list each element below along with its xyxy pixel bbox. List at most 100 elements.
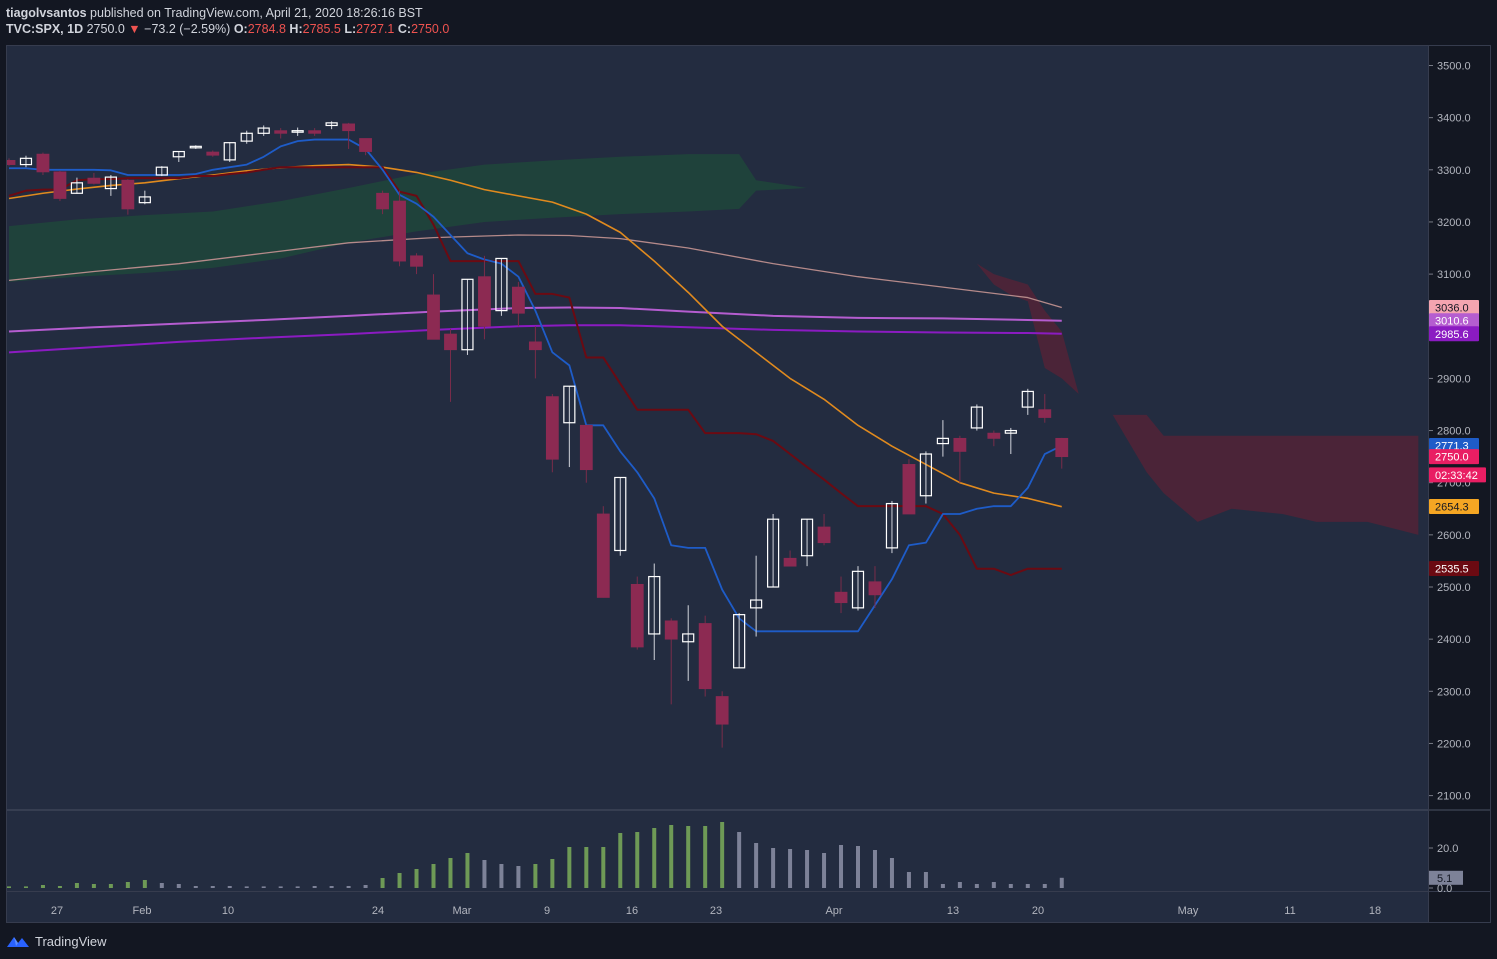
- candle-body-down[interactable]: [528, 341, 542, 351]
- candle[interactable]: [7, 158, 16, 166]
- candle[interactable]: [138, 190, 151, 205]
- candle[interactable]: [936, 420, 950, 457]
- candle[interactable]: [36, 152, 50, 176]
- candle[interactable]: [682, 605, 695, 681]
- candle[interactable]: [528, 326, 542, 379]
- candle[interactable]: [715, 691, 729, 748]
- candle-body-down[interactable]: [834, 591, 848, 604]
- candle-body-down[interactable]: [87, 177, 101, 184]
- footer-brand[interactable]: TradingView: [35, 933, 107, 949]
- candle-body-up[interactable]: [750, 599, 763, 609]
- candle[interactable]: [868, 566, 882, 608]
- candle-body-up[interactable]: [885, 502, 899, 549]
- candle-body-up[interactable]: [291, 130, 304, 133]
- chart-frame[interactable]: 3500.03400.03300.03200.03100.03000.02900…: [6, 45, 1491, 923]
- candle[interactable]: [545, 394, 559, 473]
- candle-body-down[interactable]: [579, 424, 593, 471]
- candle-body-down[interactable]: [715, 696, 729, 725]
- candle[interactable]: [1038, 394, 1052, 423]
- candle-body-down[interactable]: [359, 138, 372, 152]
- candle-body-down[interactable]: [545, 396, 559, 460]
- candle-body-up[interactable]: [936, 437, 950, 445]
- candle-body-down[interactable]: [630, 583, 644, 648]
- candle-body-up[interactable]: [1021, 390, 1034, 408]
- candle[interactable]: [308, 128, 322, 136]
- candle[interactable]: [834, 576, 848, 614]
- candle[interactable]: [104, 175, 117, 196]
- candle-body-up[interactable]: [189, 145, 202, 149]
- candle-body-down[interactable]: [36, 153, 50, 173]
- candle[interactable]: [393, 190, 406, 267]
- candle[interactable]: [1021, 388, 1034, 415]
- candle[interactable]: [817, 513, 831, 546]
- candle-body-down[interactable]: [308, 130, 322, 134]
- candle[interactable]: [648, 563, 661, 661]
- candle[interactable]: [698, 615, 712, 697]
- candle[interactable]: [121, 179, 135, 215]
- candle-body-up[interactable]: [138, 196, 151, 204]
- candle-body-up[interactable]: [155, 166, 168, 176]
- candle-body-down[interactable]: [783, 557, 797, 567]
- candle-body-up[interactable]: [733, 614, 746, 669]
- candle[interactable]: [87, 172, 101, 185]
- candle-body-up[interactable]: [104, 176, 117, 190]
- candle-body-down[interactable]: [596, 513, 610, 598]
- candle[interactable]: [444, 328, 457, 402]
- candle[interactable]: [291, 127, 304, 136]
- candle-body-up[interactable]: [970, 406, 983, 429]
- candle[interactable]: [461, 278, 474, 355]
- time-axis[interactable]: 27 Feb 10 24 Mar 9 16 23 Apr 13 20 May 11 18: [51, 905, 1381, 917]
- candles[interactable]: [7, 121, 1069, 748]
- candle-body-down[interactable]: [868, 581, 882, 596]
- candle[interactable]: [953, 435, 967, 483]
- candle-body-down[interactable]: [698, 623, 712, 690]
- candle[interactable]: [257, 125, 270, 136]
- candle-body-down[interactable]: [427, 294, 440, 340]
- candle-body-up[interactable]: [682, 633, 695, 643]
- candle-body-down[interactable]: [902, 464, 916, 515]
- candle-body-up[interactable]: [240, 132, 253, 142]
- candle[interactable]: [206, 150, 220, 157]
- candle[interactable]: [614, 476, 627, 556]
- candle[interactable]: [427, 274, 440, 340]
- candle[interactable]: [1055, 437, 1069, 469]
- candle[interactable]: [359, 138, 372, 156]
- candle[interactable]: [851, 566, 865, 611]
- candle-body-up[interactable]: [257, 127, 270, 134]
- candle[interactable]: [53, 170, 67, 202]
- candle[interactable]: [223, 142, 236, 162]
- candle-body-up[interactable]: [800, 518, 814, 557]
- candle[interactable]: [70, 177, 84, 194]
- candle[interactable]: [325, 121, 338, 130]
- candle-body-up[interactable]: [851, 570, 865, 609]
- candle-body-down[interactable]: [410, 255, 423, 267]
- candle-body-down[interactable]: [444, 333, 457, 351]
- candle[interactable]: [155, 166, 168, 177]
- candle[interactable]: [410, 253, 423, 275]
- candle-body-down[interactable]: [953, 437, 967, 452]
- candle[interactable]: [342, 122, 356, 149]
- candle-body-down[interactable]: [1038, 409, 1052, 418]
- candle[interactable]: [478, 255, 491, 340]
- candle[interactable]: [885, 500, 899, 554]
- candle[interactable]: [766, 513, 780, 588]
- candle[interactable]: [733, 613, 746, 669]
- symbol-name[interactable]: TVC:SPX, 1D: [6, 22, 84, 36]
- candle[interactable]: [563, 385, 576, 468]
- candle-body-down[interactable]: [511, 286, 525, 314]
- candle-body-up[interactable]: [172, 150, 185, 158]
- candle-body-up[interactable]: [648, 575, 661, 635]
- candle-body-down[interactable]: [274, 130, 288, 134]
- candle-body-up[interactable]: [919, 453, 933, 497]
- candle-body-down[interactable]: [1055, 437, 1069, 458]
- candle-body-down[interactable]: [7, 160, 16, 165]
- candle[interactable]: [172, 150, 185, 162]
- candle[interactable]: [240, 130, 253, 144]
- candle-body-up[interactable]: [461, 278, 474, 351]
- candle[interactable]: [19, 155, 33, 168]
- candle-body-up[interactable]: [70, 182, 84, 194]
- candle[interactable]: [1004, 427, 1017, 455]
- chart-canvas[interactable]: 3500.03400.03300.03200.03100.03000.02900…: [7, 46, 1490, 922]
- candle[interactable]: [919, 451, 933, 504]
- candle[interactable]: [579, 424, 593, 483]
